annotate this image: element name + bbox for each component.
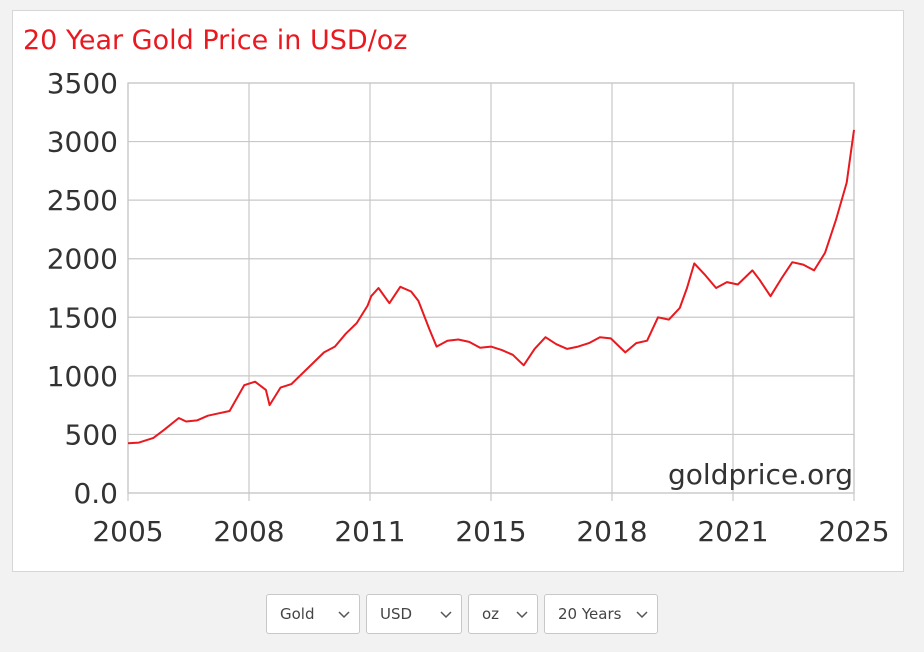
x-tick-label: 2025	[818, 515, 889, 548]
unit-select[interactable]: oz	[468, 594, 538, 634]
y-tick-label: 1500	[47, 301, 118, 334]
chevron-down-icon	[636, 611, 648, 619]
y-tick-label: 2500	[47, 184, 118, 217]
currency-select[interactable]: USD	[366, 594, 462, 634]
unit-select-value: oz	[482, 605, 500, 623]
y-tick-label: 0.0	[73, 477, 118, 510]
x-tick-label: 2011	[334, 515, 405, 548]
y-tick-label: 3000	[47, 126, 118, 159]
series-layer	[127, 129, 855, 445]
x-tick-label: 2008	[213, 515, 284, 548]
currency-select-value: USD	[380, 605, 413, 623]
grid-layer	[127, 82, 855, 501]
period-select[interactable]: 20 Years	[544, 594, 658, 634]
y-tick-label: 1000	[47, 360, 118, 393]
x-tick-label: 2005	[92, 515, 163, 548]
metal-select[interactable]: Gold	[266, 594, 360, 634]
x-tick-label: 2021	[697, 515, 768, 548]
period-select-value: 20 Years	[558, 605, 622, 623]
chevron-down-icon	[338, 611, 350, 619]
y-tick-label: 2000	[47, 243, 118, 276]
y-tick-label: 500	[65, 418, 118, 451]
chart-card: 20 Year Gold Price in USD/oz 0.0 500 1000 1…	[12, 10, 904, 572]
chart-title: 20 Year Gold Price in USD/oz	[23, 25, 407, 56]
price-series-line	[127, 129, 855, 445]
chevron-down-icon	[440, 611, 452, 619]
axis-labels: 0.0 500 1000 1500 2000 2500 3000 3500 2005 2008 20…	[47, 67, 890, 548]
y-tick-label: 3500	[47, 67, 118, 100]
metal-select-value: Gold	[280, 605, 315, 623]
gold-price-chart: 20 Year Gold Price in USD/oz 0.0 500 1000 1…	[23, 25, 890, 548]
watermark-label: goldprice.org	[668, 458, 853, 491]
chevron-down-icon	[516, 611, 528, 619]
chart-controls: Gold USD oz 20 Years	[0, 594, 924, 634]
x-tick-label: 2018	[576, 515, 647, 548]
x-tick-label: 2015	[455, 515, 526, 548]
